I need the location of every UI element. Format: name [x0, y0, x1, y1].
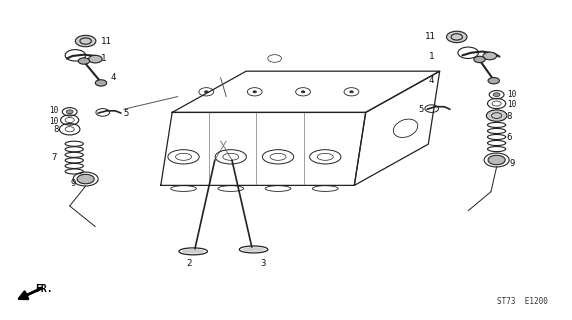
Text: 11: 11: [424, 32, 435, 41]
Text: 10: 10: [49, 117, 58, 126]
Circle shape: [77, 174, 94, 184]
Circle shape: [349, 91, 353, 93]
Ellipse shape: [182, 249, 205, 254]
Text: 3: 3: [260, 259, 266, 268]
Text: 10: 10: [507, 90, 516, 99]
Text: 11: 11: [101, 36, 112, 45]
Text: 1: 1: [101, 54, 106, 63]
Circle shape: [205, 91, 208, 93]
Circle shape: [66, 110, 73, 114]
Circle shape: [96, 80, 107, 86]
Circle shape: [486, 110, 507, 121]
Text: 8: 8: [507, 112, 513, 121]
Text: 5: 5: [418, 105, 424, 114]
Text: 10: 10: [507, 100, 516, 109]
Circle shape: [253, 91, 256, 93]
Text: 9: 9: [70, 179, 76, 188]
Text: 9: 9: [509, 159, 514, 168]
Text: 5: 5: [124, 108, 129, 117]
Circle shape: [474, 56, 485, 63]
Circle shape: [483, 52, 496, 60]
Circle shape: [76, 35, 96, 47]
Circle shape: [78, 58, 90, 64]
Text: 4: 4: [110, 73, 116, 82]
Text: 1: 1: [428, 52, 434, 61]
Text: FR.: FR.: [35, 284, 53, 294]
Text: ST73  E1200: ST73 E1200: [497, 297, 548, 306]
Text: 8: 8: [53, 125, 58, 134]
Text: 10: 10: [49, 106, 58, 115]
Text: 6: 6: [507, 133, 513, 142]
Ellipse shape: [242, 247, 265, 252]
Circle shape: [493, 93, 500, 97]
Text: 4: 4: [428, 76, 434, 84]
Circle shape: [488, 77, 499, 84]
Text: 7: 7: [52, 153, 57, 162]
Circle shape: [488, 155, 505, 165]
Text: 2: 2: [186, 259, 192, 268]
Circle shape: [447, 31, 467, 43]
Circle shape: [89, 55, 102, 63]
Circle shape: [301, 91, 305, 93]
